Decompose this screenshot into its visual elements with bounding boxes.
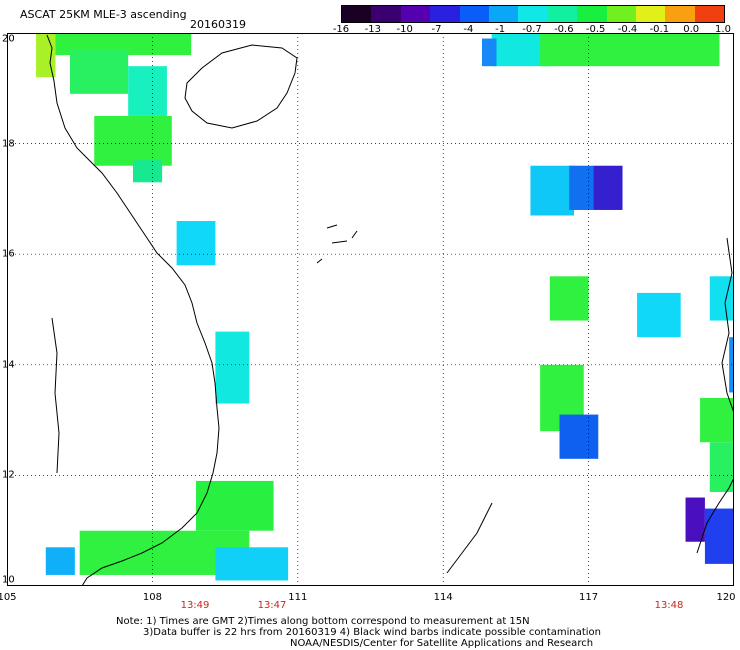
wind-map bbox=[7, 33, 734, 586]
note-line-1: Note: 1) Times are GMT 2)Times along bot… bbox=[116, 616, 530, 627]
wind-cell bbox=[491, 33, 550, 67]
cambodia-lake bbox=[51, 317, 60, 474]
wind-cell bbox=[569, 165, 594, 210]
color-scale-label: -16 bbox=[332, 24, 350, 35]
wind-cell bbox=[45, 547, 75, 575]
color-swatch-12 bbox=[694, 6, 725, 22]
wind-cell bbox=[709, 442, 734, 492]
latitude-label: 10 bbox=[2, 574, 15, 586]
color-scale-label: -7 bbox=[431, 24, 442, 35]
latitude-label: 20 bbox=[2, 33, 15, 45]
color-scale-labels: -16 -13 -10 -7 -4 -1 -0.7 -0.6 -0.5 -0.4 -0.1 0.0 1.… bbox=[330, 24, 740, 38]
time-label: 13:47 bbox=[257, 600, 287, 611]
borneo-coast bbox=[446, 502, 493, 574]
wind-cell bbox=[215, 547, 289, 581]
color-swatch-8 bbox=[577, 6, 607, 22]
color-scale-label: 0.0 bbox=[683, 24, 700, 35]
longitude-label: 108 bbox=[142, 592, 162, 603]
wind-cell bbox=[540, 33, 720, 67]
wind-cell bbox=[593, 165, 623, 210]
wind-cell bbox=[36, 33, 56, 78]
note-line-3: NOAA/NESDIS/Center for Satellite Applica… bbox=[290, 638, 594, 649]
color-scale-label: -4 bbox=[463, 24, 474, 35]
wind-cell bbox=[709, 276, 734, 321]
wind-cell bbox=[70, 49, 129, 94]
map-frame bbox=[7, 33, 734, 586]
latitude-label: 14 bbox=[2, 359, 15, 371]
wind-cell bbox=[530, 165, 575, 216]
color-scale-bar bbox=[341, 5, 725, 23]
color-swatch-4 bbox=[459, 6, 489, 22]
luzon-coast bbox=[721, 237, 734, 414]
map-title: ASCAT 25KM MLE-3 ascending bbox=[20, 8, 187, 21]
wind-cell bbox=[481, 38, 497, 67]
note-line-2: 3)Data buffer is 22 hrs from 20160319 4)… bbox=[143, 627, 601, 638]
wind-cell bbox=[94, 115, 172, 166]
color-scale-label: -0.4 bbox=[617, 24, 638, 35]
wind-cell bbox=[549, 276, 589, 321]
lat-lon-grid bbox=[7, 33, 734, 586]
color-swatch-5 bbox=[488, 6, 519, 22]
longitude-label: 117 bbox=[579, 592, 599, 603]
latitude-label: 12 bbox=[2, 469, 15, 481]
color-scale-label: -0.6 bbox=[554, 24, 574, 35]
longitude-label: 120 bbox=[716, 592, 736, 603]
vietnam-coast bbox=[46, 34, 220, 586]
palawan-coast bbox=[696, 477, 734, 554]
longitude-label: 105 bbox=[0, 592, 17, 603]
latitude-label: 18 bbox=[2, 138, 15, 150]
color-scale-label: -10 bbox=[396, 24, 413, 35]
color-scale-label: -0.5 bbox=[585, 24, 606, 35]
color-scale-label: -13 bbox=[364, 24, 381, 35]
latitude-label: 16 bbox=[2, 248, 15, 260]
wind-cell bbox=[176, 221, 216, 266]
hainan-coast bbox=[184, 44, 298, 129]
color-scale-label: -1 bbox=[495, 24, 506, 35]
time-label: 13:49 bbox=[180, 600, 210, 611]
color-swatch-10 bbox=[635, 6, 666, 22]
wind-cell bbox=[704, 508, 734, 564]
wind-cells bbox=[36, 33, 734, 581]
color-swatch-9 bbox=[606, 6, 636, 22]
color-swatch-0 bbox=[342, 6, 372, 22]
color-scale-label: -0.1 bbox=[649, 24, 670, 35]
color-scale-label: -0.7 bbox=[522, 24, 542, 35]
color-swatch-3 bbox=[430, 6, 460, 22]
wind-cell bbox=[559, 414, 599, 459]
wind-cell bbox=[637, 292, 681, 338]
longitude-label: 114 bbox=[433, 592, 453, 603]
wind-cell bbox=[700, 397, 734, 443]
wind-cell bbox=[215, 331, 250, 404]
color-swatch-7 bbox=[547, 6, 578, 22]
wind-cell bbox=[128, 66, 167, 116]
wind-cell bbox=[196, 480, 274, 531]
paracel-islands bbox=[316, 224, 358, 264]
color-swatch-1 bbox=[371, 6, 401, 22]
color-scale-label: 1.0 bbox=[715, 24, 731, 35]
map-date: 20160319 bbox=[190, 18, 246, 31]
color-swatch-11 bbox=[665, 6, 695, 22]
color-swatch-2 bbox=[400, 6, 431, 22]
time-label: 13:48 bbox=[654, 600, 684, 611]
wind-cell bbox=[133, 160, 163, 183]
wind-cell bbox=[685, 497, 705, 542]
coastline bbox=[46, 34, 734, 586]
longitude-label: 111 bbox=[288, 592, 308, 603]
color-swatch-6 bbox=[518, 6, 548, 22]
